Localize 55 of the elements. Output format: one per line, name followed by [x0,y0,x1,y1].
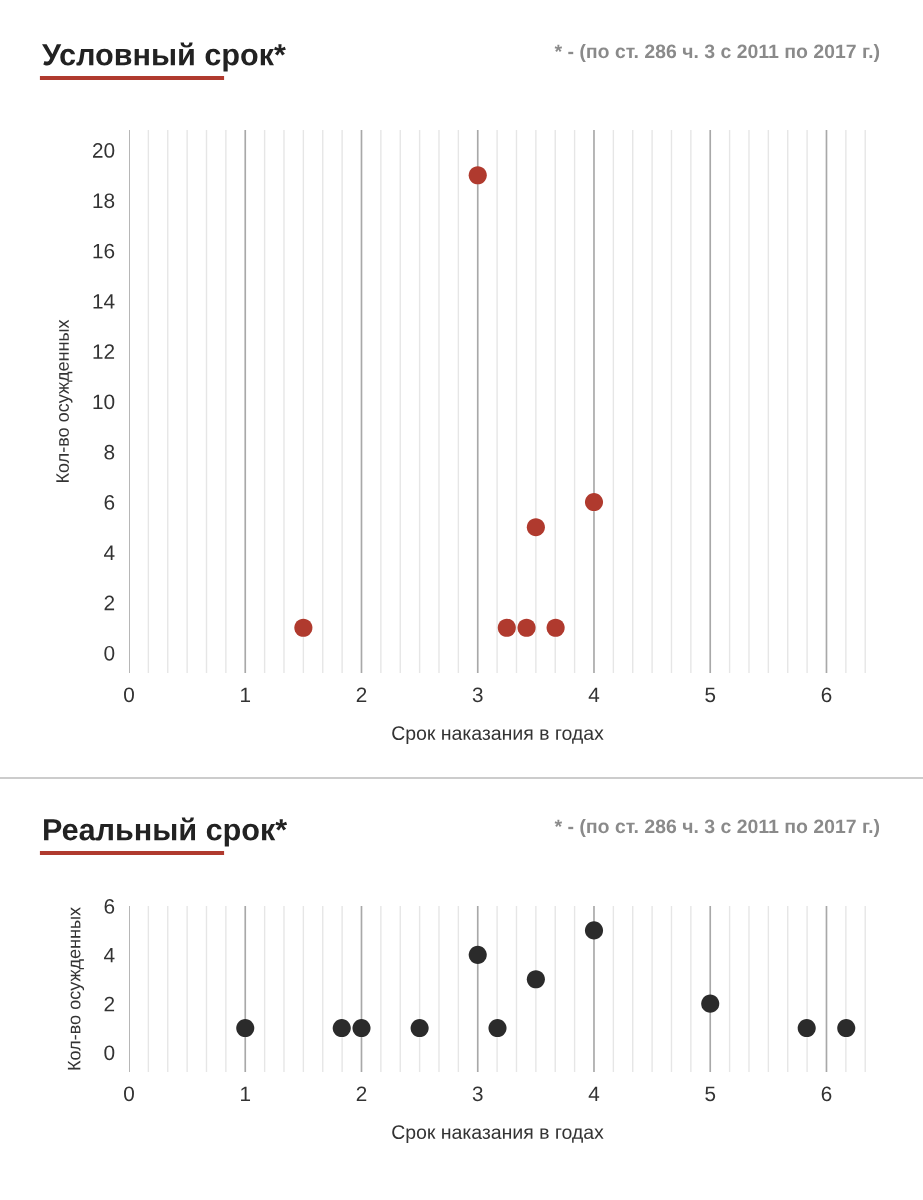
y-tick-label: 6 [104,495,115,510]
x-tick-label: 0 [124,1086,134,1102]
point [546,618,565,637]
point [236,1019,255,1038]
point [294,618,313,637]
y-tick-label: 2 [104,996,115,1012]
y-tick-label: 14 [93,294,115,309]
y-tick-label: 12 [93,344,115,359]
x-axis-title: Срок наказания в годах [392,1125,604,1143]
y-tick-label: 10 [93,394,115,410]
y-tick-label: 16 [93,243,115,259]
point [837,1019,856,1038]
point [468,945,487,964]
y-tick-label: 0 [104,645,115,661]
x-tick-label: 6 [821,687,832,703]
point [526,518,545,537]
point [488,1019,507,1038]
text: * - (по ст. 286 ч. 3 с 2011 по 2017 г.) [554,818,880,838]
x-tick-label: 5 [705,687,716,703]
point [410,1019,429,1038]
point [468,166,487,185]
chart-title: Реальный срок* [44,817,288,847]
x-tick-label: 1 [241,687,251,702]
x-tick-label: 6 [821,1086,832,1102]
point [517,618,536,637]
y-tick-label: 0 [104,1045,115,1061]
text: * - (по ст. 286 ч. 3 с 2011 по 2017 г.) [554,43,880,63]
point [797,1019,816,1038]
y-tick-label: 8 [104,444,115,460]
point [332,1019,351,1038]
point [701,994,720,1013]
point [584,921,604,940]
x-tick-label: 5 [705,1086,716,1102]
y-tick-label: 20 [92,143,115,158]
y-tick-label: 4 [104,545,115,560]
y-axis-title: Кол-во осужденных [67,907,85,1070]
x-axis-title: Срок наказания в годах [392,726,604,744]
y-tick-label: 4 [104,948,115,963]
x-tick-label: 4 [588,1086,600,1101]
x-tick-label: 2 [356,687,367,702]
point [526,970,545,989]
x-tick-label: 3 [472,1086,483,1102]
y-tick-label: 18 [93,193,115,209]
y-tick-label: 6 [104,899,115,914]
x-tick-label: 0 [124,687,134,703]
y-axis-title: Кол-во осужденных [56,319,73,483]
point [497,618,516,637]
point [352,1019,371,1038]
x-tick-label: 4 [588,687,600,702]
y-tick-label: 2 [104,595,115,611]
x-tick-label: 2 [356,1086,367,1101]
chart-title: Условный срок* [42,42,286,72]
point [584,493,604,512]
x-tick-label: 3 [472,687,483,703]
x-tick-label: 1 [241,1086,251,1101]
